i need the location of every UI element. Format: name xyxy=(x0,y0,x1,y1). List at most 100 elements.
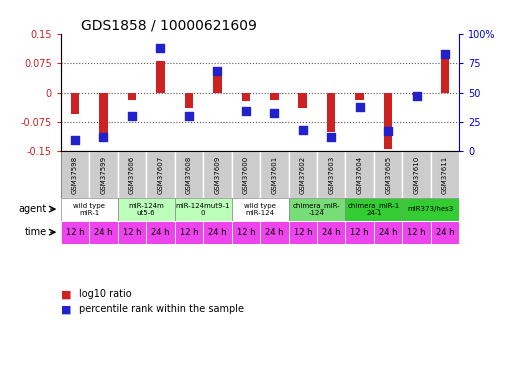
Text: 24 h: 24 h xyxy=(94,228,112,237)
Bar xyxy=(61,220,89,244)
Text: wild type
miR-1: wild type miR-1 xyxy=(73,202,105,216)
Bar xyxy=(374,152,402,198)
Bar xyxy=(327,93,335,132)
Bar xyxy=(61,152,89,198)
Text: GSM37604: GSM37604 xyxy=(357,155,363,194)
Bar xyxy=(203,152,232,198)
Text: GSM37599: GSM37599 xyxy=(100,155,107,194)
Point xyxy=(327,134,335,140)
Text: GSM37598: GSM37598 xyxy=(72,155,78,194)
Bar xyxy=(288,220,317,244)
Bar xyxy=(384,93,392,149)
Text: log10 ratio: log10 ratio xyxy=(79,290,132,299)
Text: GSM37608: GSM37608 xyxy=(186,155,192,194)
Bar xyxy=(232,220,260,244)
Text: 24 h: 24 h xyxy=(436,228,455,237)
Bar xyxy=(441,57,449,93)
Text: 12 h: 12 h xyxy=(180,228,198,237)
Bar xyxy=(345,220,374,244)
Bar xyxy=(431,152,459,198)
Point xyxy=(128,113,136,119)
Point xyxy=(156,45,165,51)
Text: ■: ■ xyxy=(61,290,71,299)
Bar xyxy=(412,93,421,94)
Text: miR-124mut9-1
0: miR-124mut9-1 0 xyxy=(176,202,230,216)
Text: chimera_miR-
-124: chimera_miR- -124 xyxy=(293,202,341,216)
Text: 12 h: 12 h xyxy=(351,228,369,237)
Bar xyxy=(61,198,118,220)
Text: 12 h: 12 h xyxy=(237,228,255,237)
Point xyxy=(185,113,193,119)
Bar xyxy=(118,152,146,198)
Bar xyxy=(317,152,345,198)
Text: 24 h: 24 h xyxy=(265,228,284,237)
Bar xyxy=(402,220,431,244)
Bar xyxy=(431,220,459,244)
Bar xyxy=(288,198,345,220)
Text: 24 h: 24 h xyxy=(151,228,169,237)
Bar xyxy=(175,198,232,220)
Text: time: time xyxy=(24,227,46,237)
Bar xyxy=(146,220,175,244)
Text: GSM37600: GSM37600 xyxy=(243,155,249,194)
Bar xyxy=(241,93,250,101)
Text: GSM37605: GSM37605 xyxy=(385,155,391,194)
Text: miR-124m
ut5-6: miR-124m ut5-6 xyxy=(128,202,164,216)
Text: 24 h: 24 h xyxy=(322,228,341,237)
Text: GSM37611: GSM37611 xyxy=(442,155,448,194)
Point xyxy=(384,128,392,134)
Bar xyxy=(260,220,288,244)
Text: GSM37606: GSM37606 xyxy=(129,155,135,194)
Text: GDS1858 / 10000621609: GDS1858 / 10000621609 xyxy=(81,19,257,33)
Bar xyxy=(89,220,118,244)
Text: chimera_miR-1
24-1: chimera_miR-1 24-1 xyxy=(348,202,400,216)
Bar xyxy=(232,152,260,198)
Bar xyxy=(355,93,364,100)
Point xyxy=(298,127,307,133)
Bar xyxy=(345,198,402,220)
Text: GSM37609: GSM37609 xyxy=(214,155,220,194)
Point xyxy=(242,108,250,114)
Bar xyxy=(232,198,288,220)
Bar xyxy=(402,152,431,198)
Bar xyxy=(146,152,175,198)
Bar xyxy=(374,220,402,244)
Text: 12 h: 12 h xyxy=(408,228,426,237)
Bar xyxy=(260,152,288,198)
Point xyxy=(441,51,449,57)
Bar xyxy=(175,152,203,198)
Text: GSM37607: GSM37607 xyxy=(157,155,163,194)
Text: 12 h: 12 h xyxy=(294,228,312,237)
Bar xyxy=(71,93,79,114)
Point xyxy=(213,68,222,74)
Text: percentile rank within the sample: percentile rank within the sample xyxy=(79,304,244,314)
Text: GSM37603: GSM37603 xyxy=(328,155,334,194)
Bar xyxy=(118,198,175,220)
Point xyxy=(99,134,108,140)
Point xyxy=(412,93,421,99)
Text: GSM37602: GSM37602 xyxy=(300,155,306,194)
Bar xyxy=(288,152,317,198)
Text: 12 h: 12 h xyxy=(122,228,141,237)
Bar xyxy=(270,93,279,100)
Bar xyxy=(128,93,136,100)
Point xyxy=(71,136,79,142)
Text: 12 h: 12 h xyxy=(65,228,84,237)
Bar xyxy=(185,93,193,108)
Point xyxy=(355,104,364,110)
Bar xyxy=(156,61,165,93)
Text: GSM37601: GSM37601 xyxy=(271,155,277,194)
Text: 24 h: 24 h xyxy=(379,228,398,237)
Bar xyxy=(317,220,345,244)
Bar xyxy=(89,152,118,198)
Point xyxy=(270,110,278,116)
Bar xyxy=(99,93,108,138)
Text: 24 h: 24 h xyxy=(208,228,227,237)
Text: GSM37610: GSM37610 xyxy=(413,155,420,194)
Bar xyxy=(298,93,307,108)
Bar xyxy=(345,152,374,198)
Bar xyxy=(118,220,146,244)
Bar xyxy=(175,220,203,244)
Bar xyxy=(213,74,222,93)
Bar xyxy=(402,198,459,220)
